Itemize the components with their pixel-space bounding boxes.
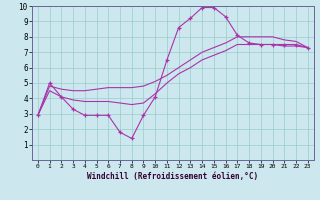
- X-axis label: Windchill (Refroidissement éolien,°C): Windchill (Refroidissement éolien,°C): [87, 172, 258, 181]
